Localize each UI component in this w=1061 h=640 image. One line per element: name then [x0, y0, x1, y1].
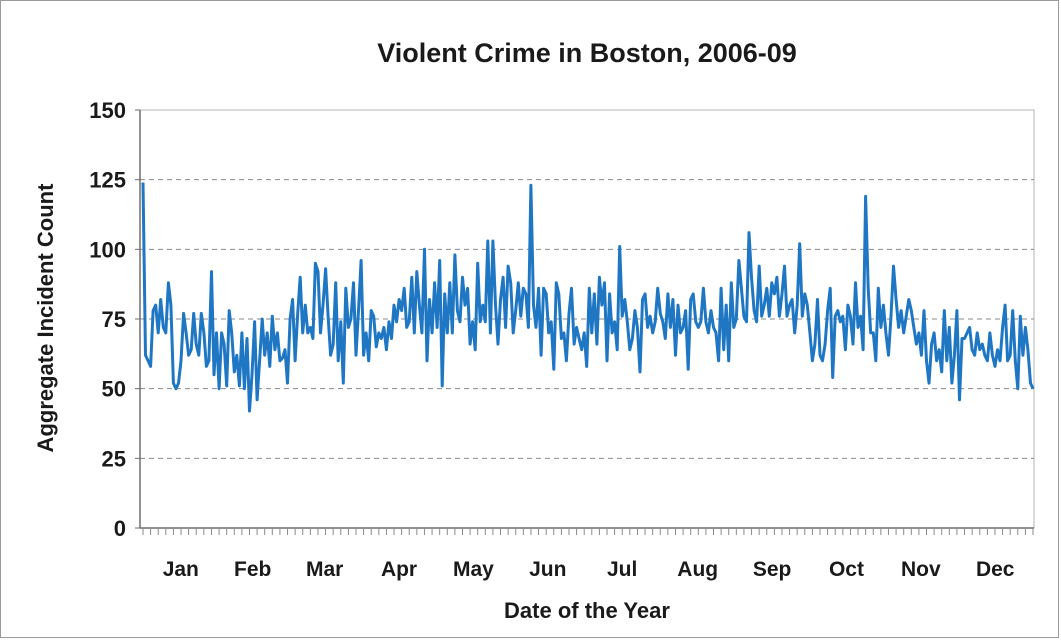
x-tick-label-nov: Nov: [901, 558, 941, 581]
x-tick-label-jul: Jul: [607, 558, 637, 581]
x-tick-label-feb: Feb: [234, 558, 271, 581]
x-axis-title: Date of the Year: [504, 598, 670, 623]
x-tick-label-jan: Jan: [163, 558, 199, 581]
y-tick-label-100: 100: [89, 237, 126, 262]
x-tick-label-may: May: [453, 558, 494, 581]
y-tick-label-25: 25: [102, 446, 126, 471]
x-tick-label-sep: Sep: [753, 558, 792, 581]
x-tick-label-apr: Apr: [381, 558, 417, 581]
x-tick-label-jun: Jun: [529, 558, 566, 581]
y-tick-label-0: 0: [114, 516, 126, 541]
y-tick-label-75: 75: [102, 307, 126, 332]
x-tick-label-aug: Aug: [677, 558, 718, 581]
y-tick-label-50: 50: [102, 377, 126, 402]
x-tick-label-oct: Oct: [829, 558, 864, 581]
x-tick-label-mar: Mar: [306, 558, 343, 581]
series-line: [141, 182, 1035, 413]
y-tick-label-125: 125: [89, 168, 126, 193]
chart-title: Violent Crime in Boston, 2006-09: [377, 38, 797, 68]
x-tick-label-dec: Dec: [976, 558, 1015, 581]
y-tick-label-150: 150: [89, 98, 126, 123]
